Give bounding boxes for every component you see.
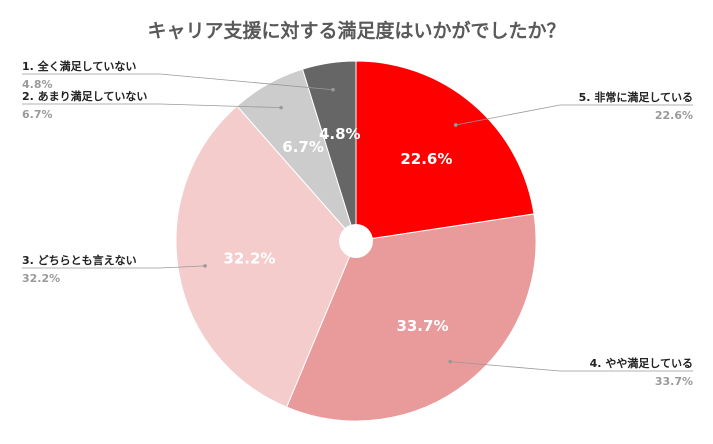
slice-value-label: 22.6% — [400, 150, 452, 168]
legend-value: 4.8% — [22, 78, 53, 91]
legend-value: 22.6% — [655, 109, 693, 122]
legend-category: 1. 全く満足していない — [22, 59, 136, 73]
legend-category: 5. 非常に満足している — [579, 90, 693, 104]
pie-slice-5 — [301, 60, 357, 242]
slice-value-label: 33.7% — [396, 317, 448, 335]
chart-title: キャリア支援に対する満足度はいかがでしたか？ — [147, 20, 566, 42]
pie-slice-2 — [285, 213, 537, 422]
legend-category: 4. やや満足している — [590, 356, 693, 370]
slice-value-label: 32.2% — [223, 250, 275, 268]
pie-center-hole — [339, 224, 373, 258]
slice-value-label: 6.7% — [282, 138, 324, 156]
leader-line — [22, 73, 334, 91]
slice-value-label: 4.8% — [319, 125, 361, 143]
legend-value: 32.2% — [22, 272, 60, 285]
pie-slice-1 — [355, 60, 535, 242]
leader-dot — [279, 105, 283, 110]
legend-category: 3. どちらとも言えない — [22, 253, 137, 267]
leader-line — [22, 103, 282, 109]
leader-line — [450, 361, 693, 372]
legend-value: 6.7% — [22, 108, 53, 121]
legend-value: 33.7% — [655, 375, 693, 388]
legend-category: 2. あまり満足していない — [22, 89, 147, 103]
leader-dot — [331, 87, 335, 92]
leader-line — [22, 265, 206, 269]
leader-line — [455, 104, 693, 126]
pie-slice-3 — [175, 105, 357, 408]
